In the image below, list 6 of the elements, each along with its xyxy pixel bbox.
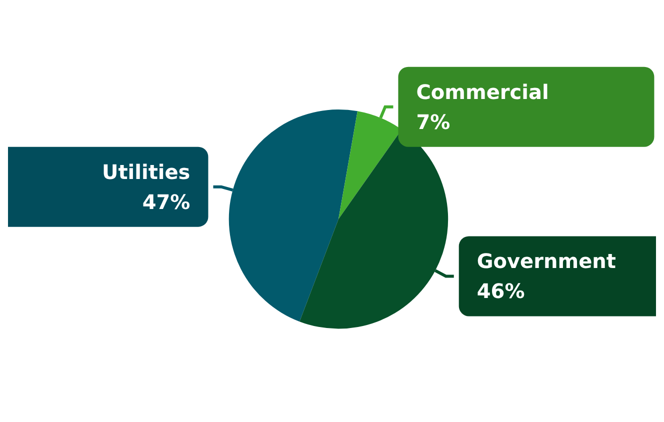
data-label: 47%	[142, 190, 190, 214]
slice-label: Government	[476, 249, 616, 274]
slice-label: Commercial	[416, 80, 549, 104]
slice-label: Utilities	[102, 160, 190, 184]
data-label: 46%	[476, 279, 525, 304]
data-label: 7%	[416, 110, 450, 134]
